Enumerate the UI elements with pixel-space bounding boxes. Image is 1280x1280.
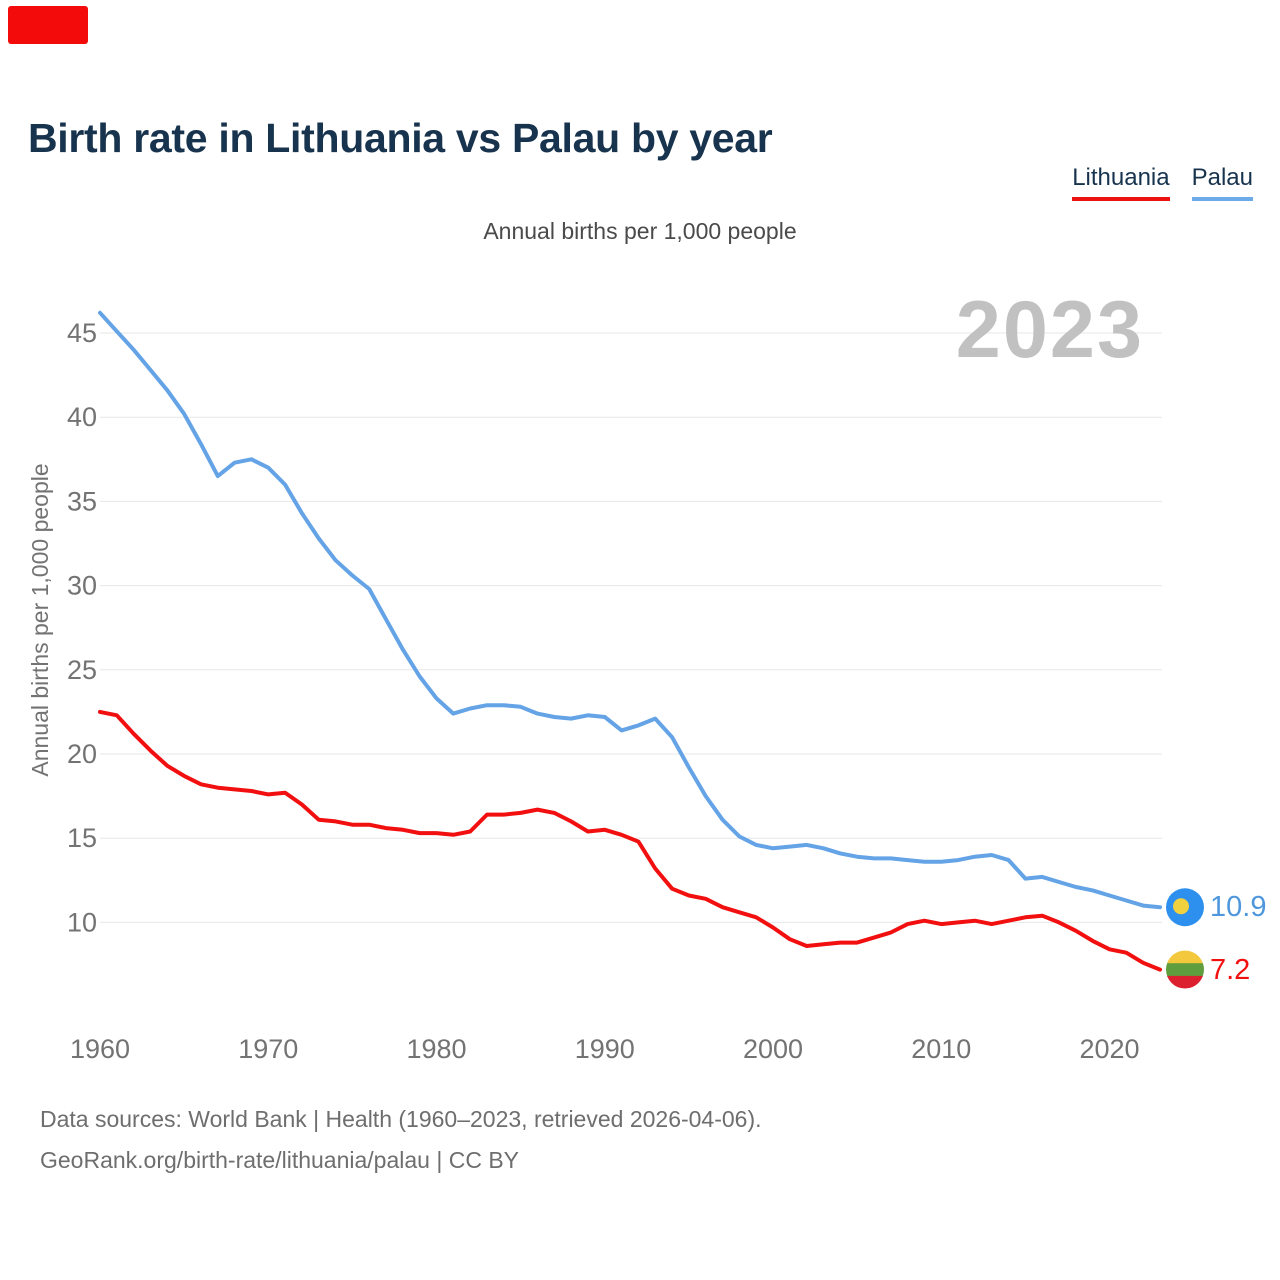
footer-attribution: GeoRank.org/birth-rate/lithuania/palau |… <box>40 1147 520 1173</box>
y-tick-label-40: 40 <box>67 402 97 432</box>
palau-flag-moon <box>1173 898 1189 915</box>
y-tick-label-35: 35 <box>67 486 97 516</box>
watermark-year: 2023 <box>955 285 1144 375</box>
y-tick-label-30: 30 <box>67 571 97 601</box>
x-tick-label-1980: 1980 <box>406 1034 466 1064</box>
legend-item-palau[interactable]: Palau <box>1191 164 1253 201</box>
y-axis-title: Annual births per 1,000 people <box>27 463 53 776</box>
lithuania-flag-red-band <box>1166 975 1204 989</box>
x-tick-label-2000: 2000 <box>743 1034 803 1064</box>
legend: Lithuania Palau <box>1072 164 1253 201</box>
y-tick-label-25: 25 <box>67 655 97 685</box>
y-tick-label-15: 15 <box>67 823 97 853</box>
page-title: Birth rate in Lithuania vs Palau by year <box>28 115 773 162</box>
x-tick-label-1970: 1970 <box>238 1034 298 1064</box>
y-tick-label-20: 20 <box>67 739 97 769</box>
lithuania-flag-green-band <box>1166 963 1204 977</box>
y-tick-label-45: 45 <box>67 318 97 348</box>
x-tick-label-1960: 1960 <box>70 1034 130 1064</box>
palau-end-value: 10.9 <box>1210 891 1267 923</box>
y-tick-label-10: 10 <box>67 907 97 937</box>
x-tick-label-2020: 2020 <box>1079 1034 1139 1064</box>
footer-data-sources: Data sources: World Bank | Health (1960–… <box>40 1106 762 1132</box>
series-line-palau <box>98 310 1162 910</box>
x-tick-label-1990: 1990 <box>575 1034 635 1064</box>
brand-mark <box>8 6 88 44</box>
x-tick-label-2010: 2010 <box>911 1034 971 1064</box>
lithuania-flag-yellow-band <box>1166 950 1204 964</box>
chart-subtitle: Annual births per 1,000 people <box>483 218 797 244</box>
series-line-lithuania <box>98 709 1162 972</box>
lithuania-end-value: 7.2 <box>1210 954 1251 986</box>
legend-item-lithuania[interactable]: Lithuania <box>1072 164 1170 201</box>
